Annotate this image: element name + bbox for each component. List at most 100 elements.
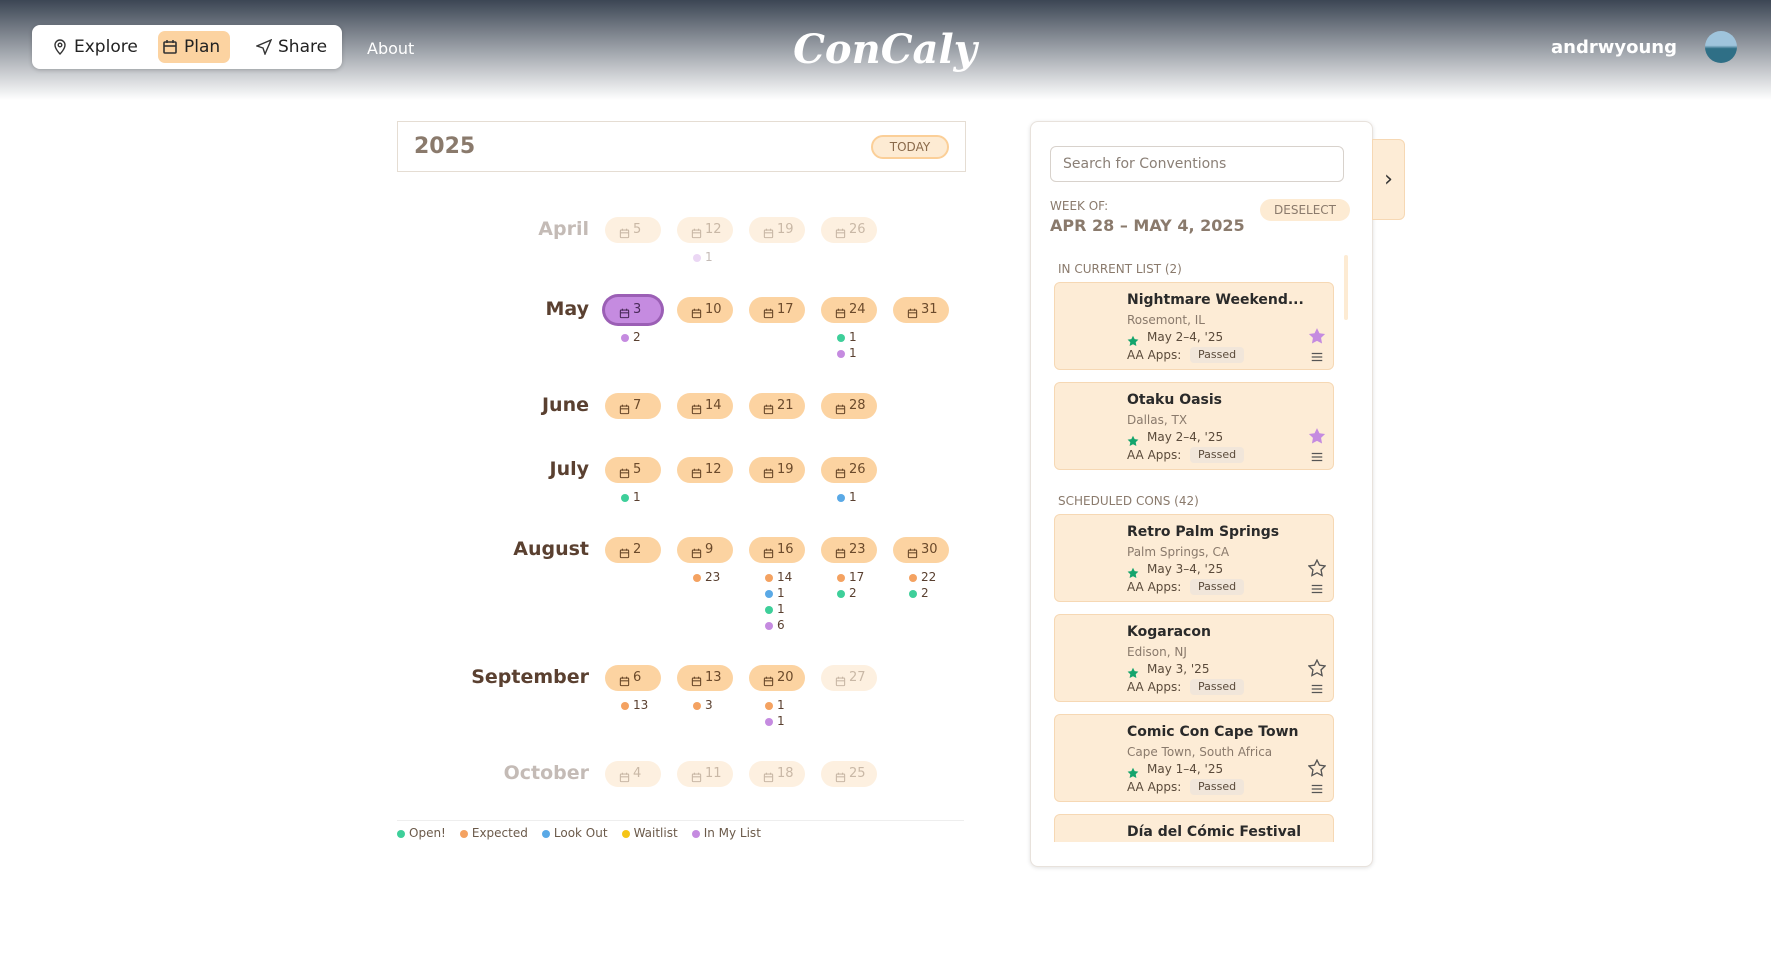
week-pill[interactable]: 19 — [749, 457, 805, 483]
avatar[interactable] — [1705, 31, 1737, 63]
week-pill[interactable]: 16 — [749, 537, 805, 563]
about-link[interactable]: About — [367, 39, 415, 58]
week-pill[interactable]: 23 — [821, 537, 877, 563]
logo[interactable]: ConCaly — [793, 26, 977, 73]
icon — [763, 544, 774, 559]
icon-svg — [619, 772, 630, 783]
con-name: Día del Cómic Festival — [1127, 824, 1302, 840]
week-pill[interactable]: 14 — [677, 393, 733, 419]
week-pill[interactable]: 19 — [749, 217, 805, 243]
week-pill[interactable]: 5 — [605, 217, 661, 243]
icon-svg — [835, 548, 846, 559]
nav-item[interactable]: Plan — [158, 31, 230, 63]
week-pill[interactable]: 2 — [605, 537, 661, 563]
star-button[interactable] — [1307, 758, 1327, 777]
star-button[interactable] — [1307, 558, 1327, 577]
menu-button[interactable] — [1310, 581, 1324, 595]
icon-svg — [255, 38, 273, 56]
week-pill[interactable]: 11 — [677, 761, 733, 787]
icon-svg — [691, 468, 702, 479]
week-range: APR 28 – MAY 4, 2025 — [1050, 216, 1245, 235]
icon-svg — [619, 308, 630, 319]
con-card[interactable]: Comic Con Cape Town Cape Town, South Afri… — [1054, 714, 1334, 802]
week-day: 10 — [705, 302, 722, 317]
icon-svg — [835, 468, 846, 479]
con-card[interactable]: Retro Palm Springs Palm Springs, CA May 3–… — [1054, 514, 1334, 602]
con-card[interactable]: Nightmare Weekend... Rosemont, IL May 2–4,… — [1054, 282, 1334, 370]
week-pill[interactable]: 12 — [677, 217, 733, 243]
icon — [835, 304, 846, 319]
deselect-button[interactable]: DESELECT — [1260, 199, 1350, 221]
week-day: 9 — [705, 542, 714, 557]
con-location: Rosemont, IL — [1127, 313, 1205, 327]
week-pill[interactable]: 21 — [749, 393, 805, 419]
year-box — [397, 121, 966, 172]
week-pill[interactable]: 25 — [821, 761, 877, 787]
week-pill[interactable]: 12 — [677, 457, 733, 483]
status-dot — [765, 606, 773, 614]
week-pill[interactable]: 4 — [605, 761, 661, 787]
icon-svg — [1127, 335, 1139, 347]
week-pill[interactable]: 26 — [821, 217, 877, 243]
divider — [397, 820, 964, 821]
status-count: 22 — [921, 570, 937, 584]
week-pill[interactable]: 3 — [605, 297, 661, 323]
menu-button[interactable] — [1310, 449, 1324, 463]
legend-dot — [621, 830, 630, 838]
icon-svg — [835, 228, 846, 239]
week-pill[interactable]: 27 — [821, 665, 877, 691]
icon-svg — [1311, 584, 1323, 594]
week-pill[interactable]: 26 — [821, 457, 877, 483]
week-pill[interactable]: 10 — [677, 297, 733, 323]
star-button[interactable] — [1307, 658, 1327, 677]
icon — [691, 400, 702, 415]
icon-svg — [691, 404, 702, 415]
menu-button[interactable] — [1310, 781, 1324, 795]
search-input[interactable]: Search for Conventions — [1050, 146, 1344, 182]
nav-item[interactable]: Share — [252, 31, 336, 63]
month-label: July — [549, 458, 590, 480]
icon — [763, 672, 774, 687]
icon — [1127, 564, 1139, 579]
week-day: 25 — [849, 766, 866, 781]
apps-status: Passed — [1190, 579, 1245, 595]
week-pill[interactable]: 7 — [605, 393, 661, 419]
legend-dot — [459, 830, 468, 838]
con-card[interactable]: Kogaracon Edison, NJ May 3, '25 AA Apps: Pas… — [1054, 614, 1334, 702]
week-pill[interactable]: 18 — [749, 761, 805, 787]
collapse-toggle[interactable]: › — [1372, 139, 1405, 220]
week-day: 7 — [633, 398, 642, 413]
con-card[interactable]: Día del Cómic Festival — [1054, 814, 1334, 842]
icon — [907, 544, 918, 559]
week-day: 28 — [849, 398, 866, 413]
star-button[interactable] — [1308, 327, 1326, 345]
week-pill[interactable]: 6 — [605, 665, 661, 691]
menu-button[interactable] — [1310, 681, 1324, 695]
week-pill[interactable]: 30 — [893, 537, 949, 563]
apps-label: AA Apps: — [1127, 580, 1182, 594]
week-day: 6 — [633, 670, 642, 685]
week-pill[interactable]: 13 — [677, 665, 733, 691]
icon-svg — [1307, 558, 1327, 577]
user-name[interactable]: andrwyoung — [1551, 37, 1677, 58]
legend-label: Look Out — [553, 826, 608, 840]
week-pill[interactable]: 5 — [605, 457, 661, 483]
star-button[interactable] — [1308, 427, 1326, 445]
week-pill[interactable]: 9 — [677, 537, 733, 563]
menu-button[interactable] — [1310, 349, 1324, 363]
week-pill[interactable]: 24 — [821, 297, 877, 323]
week-day: 21 — [777, 398, 794, 413]
week-pill[interactable]: 28 — [821, 393, 877, 419]
status-dot — [765, 574, 773, 582]
icon — [763, 400, 774, 415]
con-location: Cape Town, South Africa — [1127, 745, 1273, 759]
icon-svg — [835, 772, 846, 783]
icon — [255, 38, 273, 56]
icon-svg — [1127, 567, 1139, 579]
week-pill[interactable]: 17 — [749, 297, 805, 323]
nav-item[interactable]: Explore — [48, 31, 140, 63]
con-card[interactable]: Otaku Oasis Dallas, TX May 2–4, '25 AA Apps… — [1054, 382, 1334, 470]
week-pill[interactable]: 20 — [749, 665, 805, 691]
today-button[interactable]: TODAY — [871, 135, 949, 159]
week-pill[interactable]: 31 — [893, 297, 949, 323]
